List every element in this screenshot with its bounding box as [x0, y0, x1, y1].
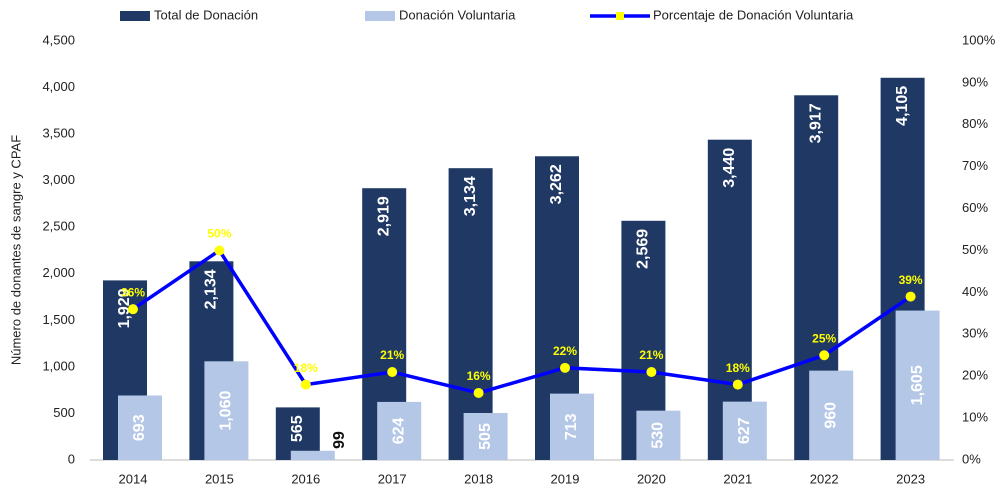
y-axis-label: Número de donantes de sangre y CPAF [8, 135, 23, 365]
x-tick-label: 2015 [205, 471, 234, 486]
y-tick-label: 3,500 [42, 126, 75, 141]
value-label: 627 [736, 417, 753, 444]
line-marker [214, 246, 224, 256]
line-marker [819, 350, 829, 360]
value-label: 3,262 [548, 164, 565, 204]
value-label: 2,919 [375, 196, 392, 236]
value-label: 960 [822, 402, 839, 429]
line-marker [474, 388, 484, 398]
value-label: 1,605 [909, 365, 926, 405]
value-label: 713 [563, 413, 580, 440]
value-label: 22% [553, 344, 577, 358]
value-label: 21% [380, 348, 404, 362]
y2-tick-label: 80% [962, 116, 988, 131]
y-tick-label: 1,500 [42, 312, 75, 327]
y2-tick-label: 90% [962, 74, 988, 89]
line-marker [128, 304, 138, 314]
y2-tick-label: 70% [962, 158, 988, 173]
x-tick-label: 2023 [896, 471, 925, 486]
value-label: 4,105 [894, 86, 911, 126]
legend-marker [616, 12, 624, 20]
y2-tick-label: 40% [962, 284, 988, 299]
value-label: 530 [650, 422, 667, 449]
value-label: 3,440 [721, 148, 738, 188]
value-label: 2,134 [203, 269, 220, 309]
line-marker [560, 363, 570, 373]
y2-tick-label: 10% [962, 410, 988, 425]
y-tick-label: 4,500 [42, 32, 75, 47]
legend-label: Donación Voluntaria [399, 7, 516, 22]
y-tick-label: 0 [68, 451, 75, 466]
x-tick-label: 2014 [119, 471, 148, 486]
value-label: 565 [289, 415, 306, 442]
line-marker [906, 292, 916, 302]
x-tick-label: 2018 [464, 471, 493, 486]
x-tick-label: 2019 [551, 471, 580, 486]
x-tick-label: 2022 [810, 471, 839, 486]
line-marker [646, 367, 656, 377]
y-tick-label: 2,000 [42, 265, 75, 280]
line-marker [733, 380, 743, 390]
legend-label: Total de Donación [154, 7, 258, 22]
value-label: 36% [121, 285, 145, 299]
y-tick-label: 1,000 [42, 358, 75, 373]
x-tick-label: 2017 [378, 471, 407, 486]
chart: Número de donantes de sangre y CPAF 0 500… [0, 0, 1001, 491]
legend-label: Porcentaje de Donación Voluntaria [653, 7, 854, 22]
value-label: 3,134 [462, 176, 479, 216]
value-label: 18% [726, 361, 750, 375]
value-label: 39% [899, 273, 923, 287]
x-tick-label: 2020 [637, 471, 666, 486]
value-label: 25% [812, 331, 836, 345]
value-label: 1,060 [218, 391, 235, 431]
bar [291, 451, 335, 460]
y2-tick-label: 20% [962, 368, 988, 383]
value-label: 2,569 [635, 229, 652, 269]
value-label: 505 [477, 423, 494, 450]
y2-tick-label: 50% [962, 242, 988, 257]
value-label: 693 [131, 414, 148, 441]
value-label: 3,917 [807, 103, 824, 143]
value-label: 16% [467, 369, 491, 383]
line [133, 251, 911, 393]
value-label: 50% [207, 227, 231, 241]
y-tick-label: 2,500 [42, 219, 75, 234]
y-tick-label: 3,000 [42, 172, 75, 187]
y-tick-label: 4,000 [42, 79, 75, 94]
legend-swatch [120, 11, 150, 21]
x-tick-label: 2021 [723, 471, 752, 486]
line-marker [301, 380, 311, 390]
y2-tick-label: 0% [962, 451, 981, 466]
value-label: 624 [390, 418, 407, 445]
line-marker [387, 367, 397, 377]
y2-tick-label: 60% [962, 200, 988, 215]
value-label: 99 [331, 431, 348, 449]
value-label: 21% [639, 348, 663, 362]
value-label: 18% [294, 361, 318, 375]
y2-tick-label: 30% [962, 326, 988, 341]
x-tick-label: 2016 [291, 471, 320, 486]
y-tick-label: 500 [53, 405, 75, 420]
y2-tick-label: 100% [962, 32, 996, 47]
legend-swatch [365, 11, 395, 21]
